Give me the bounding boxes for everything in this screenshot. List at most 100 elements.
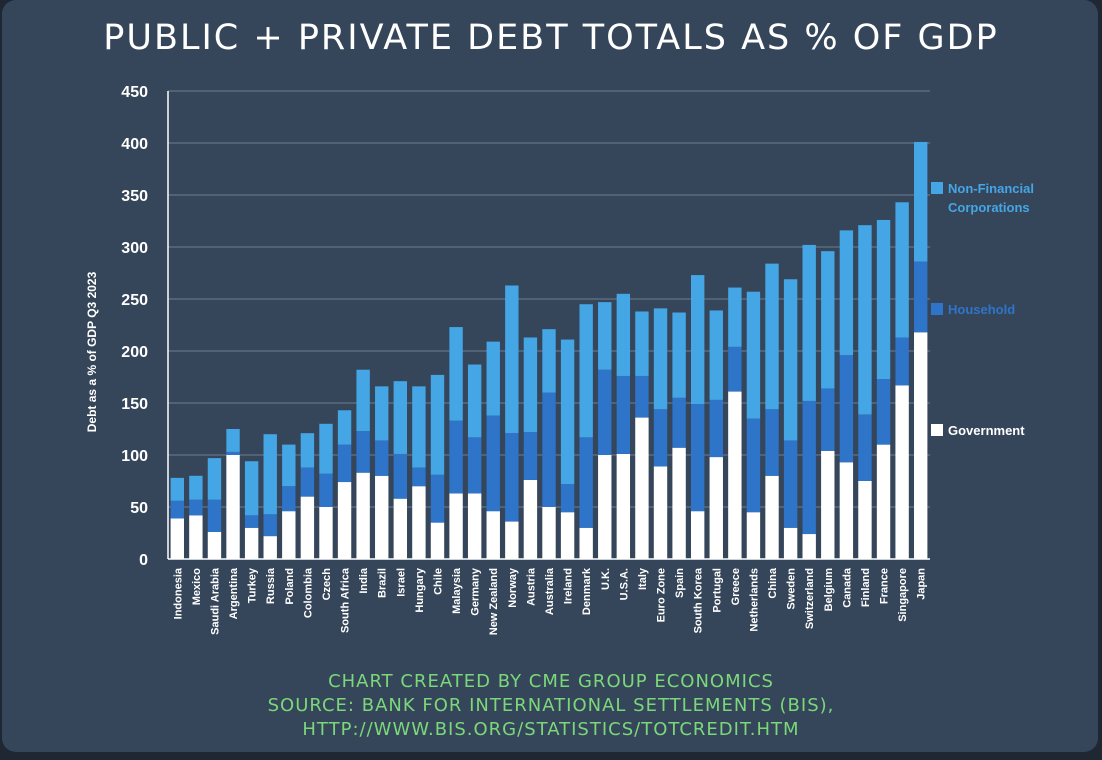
x-tick-label: Singapore bbox=[897, 568, 909, 622]
bar-segment-household bbox=[449, 420, 463, 494]
x-tick-label: U.K. bbox=[600, 568, 612, 590]
bar-segment-government bbox=[839, 462, 854, 559]
x-tick-label: France bbox=[879, 568, 891, 604]
x-tick-label: Germany bbox=[470, 567, 482, 616]
bar-segment-corporations bbox=[337, 410, 352, 445]
x-tick-label: Portugal bbox=[711, 568, 723, 613]
x-tick-label: Czech bbox=[321, 568, 333, 601]
bar-segment-household bbox=[263, 514, 277, 537]
bar-segment-government bbox=[876, 444, 891, 559]
bar-segment-corporations bbox=[170, 477, 184, 501]
bar-segment-corporations bbox=[616, 293, 631, 376]
bar-segment-government bbox=[523, 479, 538, 559]
bar-segment-corporations bbox=[282, 444, 296, 487]
bar-segment-household bbox=[783, 440, 798, 528]
bar-segment-government bbox=[672, 447, 686, 559]
x-tick-label: Austria bbox=[525, 567, 537, 606]
bar-segment-household bbox=[300, 467, 315, 497]
bar-segment-government bbox=[486, 511, 500, 559]
x-tick-label: South Africa bbox=[340, 567, 352, 633]
bar-segment-government bbox=[783, 527, 798, 559]
bar-segment-corporations bbox=[579, 304, 593, 438]
x-tick-label: U.S.A. bbox=[618, 568, 630, 600]
x-tick-label: Saudi Arabia bbox=[209, 567, 221, 635]
bar-segment-government bbox=[282, 511, 296, 559]
bar-segment-household bbox=[319, 473, 333, 507]
y-tick-label: 100 bbox=[121, 448, 148, 465]
x-tick-label: Japan bbox=[916, 568, 928, 600]
bar-segment-government bbox=[728, 391, 742, 559]
x-tick-label: China bbox=[767, 567, 779, 598]
x-tick-label: Colombia bbox=[302, 567, 314, 618]
bar-segment-corporations bbox=[746, 291, 761, 419]
x-tick-label: Switzerland bbox=[804, 568, 816, 629]
bar-segment-corporations bbox=[244, 461, 259, 516]
legend-swatch bbox=[931, 182, 943, 194]
bar-segment-household bbox=[282, 486, 296, 512]
bar-segment-household bbox=[207, 499, 222, 532]
y-tick-label: 250 bbox=[121, 292, 148, 309]
bar-segment-corporations bbox=[356, 369, 370, 432]
bar-segment-government bbox=[765, 475, 779, 559]
bar-segment-household bbox=[412, 467, 426, 487]
bar-segment-household bbox=[542, 392, 556, 507]
x-tick-label: India bbox=[358, 567, 370, 594]
bar-segment-corporations bbox=[839, 230, 854, 356]
bar-segment-household bbox=[746, 418, 761, 513]
bar-segment-government bbox=[709, 457, 723, 559]
legend-swatch bbox=[931, 303, 943, 315]
bar-segment-government bbox=[263, 536, 277, 559]
y-tick-label: 400 bbox=[121, 136, 148, 153]
chart-title: PUBLIC + PRIVATE DEBT TOTALS AS % OF GDP bbox=[103, 18, 999, 58]
bar-segment-government bbox=[895, 385, 909, 559]
bar-segment-household bbox=[375, 440, 389, 476]
bar-segment-corporations bbox=[523, 337, 538, 433]
bar-segment-corporations bbox=[412, 386, 426, 468]
bar-segment-government bbox=[337, 482, 352, 559]
legend-label: Corporations bbox=[948, 200, 1030, 215]
bar-segment-corporations bbox=[672, 312, 686, 398]
y-axis-label: Debt as a % of GDP Q3 2023 bbox=[85, 271, 99, 432]
bar-segment-household bbox=[690, 404, 705, 512]
bar-segment-corporations bbox=[189, 475, 203, 500]
bar-segment-government bbox=[653, 466, 668, 559]
bar-segment-government bbox=[579, 527, 593, 559]
bar-segment-household bbox=[728, 346, 742, 392]
bar-segment-household bbox=[876, 379, 891, 445]
bar-segment-household bbox=[505, 433, 519, 522]
bar-segment-household bbox=[821, 388, 835, 451]
x-tick-label: Canada bbox=[841, 567, 853, 608]
x-tick-label: Belgium bbox=[823, 568, 835, 612]
bar-segment-corporations bbox=[300, 433, 315, 468]
bar-segment-household bbox=[709, 399, 723, 458]
bar-segment-government bbox=[189, 515, 203, 559]
bar-segment-government bbox=[300, 496, 315, 559]
bar-segment-corporations bbox=[486, 341, 500, 416]
bar-segment-household bbox=[839, 355, 854, 463]
bar-segment-government bbox=[170, 518, 184, 559]
footer-source: SOURCE: BANK FOR INTERNATIONAL SETTLEMEN… bbox=[267, 695, 835, 716]
x-tick-label: Israel bbox=[395, 568, 407, 597]
x-tick-label: Netherlands bbox=[748, 568, 760, 632]
bar-segment-corporations bbox=[263, 434, 277, 515]
bar-segment-government bbox=[802, 534, 816, 559]
bar-segment-corporations bbox=[728, 287, 742, 347]
bar-segment-corporations bbox=[542, 329, 556, 393]
bar-segment-government bbox=[356, 472, 370, 559]
x-tick-label: Ireland bbox=[563, 568, 575, 604]
bar-segment-government bbox=[226, 455, 240, 559]
bar-segment-household bbox=[356, 431, 370, 473]
x-tick-label: Finland bbox=[860, 568, 872, 607]
bar-segment-government bbox=[319, 507, 333, 559]
bar-segment-government bbox=[858, 481, 872, 559]
y-tick-label: 300 bbox=[121, 240, 148, 257]
bar-segment-government bbox=[244, 527, 259, 559]
bar-segment-government bbox=[746, 512, 761, 559]
bar-segment-corporations bbox=[783, 279, 798, 441]
y-tick-label: 200 bbox=[121, 344, 148, 361]
bar-segment-corporations bbox=[319, 423, 333, 474]
bar-segment-government bbox=[467, 493, 482, 559]
bar-segment-corporations bbox=[765, 263, 779, 410]
x-tick-label: Chile bbox=[432, 568, 444, 595]
